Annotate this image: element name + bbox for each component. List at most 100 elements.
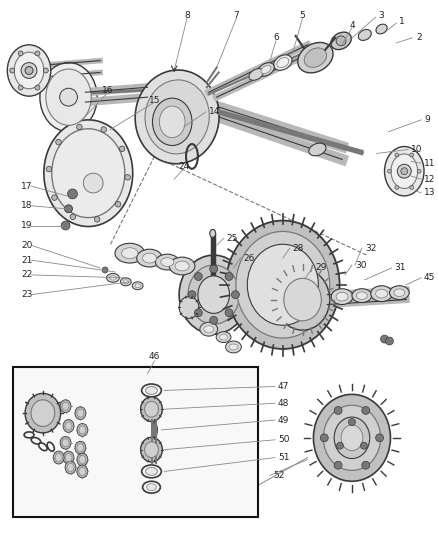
Circle shape bbox=[395, 185, 399, 189]
Text: 16: 16 bbox=[102, 86, 114, 95]
Ellipse shape bbox=[226, 341, 241, 353]
Circle shape bbox=[18, 51, 23, 56]
Ellipse shape bbox=[141, 438, 162, 462]
Ellipse shape bbox=[141, 397, 162, 422]
Circle shape bbox=[10, 68, 15, 73]
Circle shape bbox=[210, 265, 218, 273]
Circle shape bbox=[120, 146, 125, 151]
Ellipse shape bbox=[77, 453, 88, 466]
Ellipse shape bbox=[152, 423, 157, 438]
Text: 12: 12 bbox=[424, 175, 435, 183]
Ellipse shape bbox=[210, 230, 215, 237]
Circle shape bbox=[64, 205, 72, 213]
Circle shape bbox=[61, 221, 70, 230]
Circle shape bbox=[83, 173, 103, 193]
Ellipse shape bbox=[77, 444, 84, 451]
Ellipse shape bbox=[352, 289, 372, 303]
Ellipse shape bbox=[55, 454, 62, 462]
Circle shape bbox=[125, 174, 131, 180]
Text: 1: 1 bbox=[399, 17, 405, 26]
Ellipse shape bbox=[63, 419, 74, 432]
Ellipse shape bbox=[135, 284, 140, 288]
Circle shape bbox=[77, 124, 82, 130]
Circle shape bbox=[25, 67, 33, 75]
Text: 7: 7 bbox=[233, 11, 239, 20]
Circle shape bbox=[18, 85, 23, 90]
Ellipse shape bbox=[277, 58, 289, 68]
Circle shape bbox=[360, 442, 367, 449]
Text: 13: 13 bbox=[424, 189, 435, 197]
Text: 22: 22 bbox=[21, 270, 32, 279]
Ellipse shape bbox=[31, 400, 55, 426]
Ellipse shape bbox=[75, 407, 86, 419]
Circle shape bbox=[231, 290, 240, 298]
Circle shape bbox=[385, 337, 393, 345]
Circle shape bbox=[395, 153, 399, 157]
Ellipse shape bbox=[331, 32, 351, 50]
Circle shape bbox=[56, 139, 61, 145]
Text: 4: 4 bbox=[349, 21, 355, 29]
Ellipse shape bbox=[75, 441, 86, 454]
Text: 15: 15 bbox=[148, 95, 160, 104]
Text: 48: 48 bbox=[278, 399, 289, 408]
Circle shape bbox=[46, 166, 52, 172]
Ellipse shape bbox=[40, 62, 97, 132]
Circle shape bbox=[194, 309, 202, 317]
Ellipse shape bbox=[145, 467, 157, 475]
Text: 21: 21 bbox=[21, 256, 32, 264]
Circle shape bbox=[67, 189, 78, 199]
Circle shape bbox=[410, 185, 413, 189]
Ellipse shape bbox=[44, 120, 133, 227]
Ellipse shape bbox=[120, 278, 131, 286]
Ellipse shape bbox=[247, 244, 318, 325]
Text: 46: 46 bbox=[149, 352, 160, 361]
Circle shape bbox=[336, 36, 346, 46]
Circle shape bbox=[349, 418, 355, 425]
Circle shape bbox=[401, 168, 408, 175]
Ellipse shape bbox=[25, 393, 60, 433]
Ellipse shape bbox=[179, 255, 248, 334]
Text: 9: 9 bbox=[424, 115, 430, 124]
Text: 6: 6 bbox=[273, 34, 279, 43]
Ellipse shape bbox=[77, 409, 84, 417]
Ellipse shape bbox=[159, 106, 185, 138]
Circle shape bbox=[397, 164, 411, 178]
Circle shape bbox=[60, 88, 78, 106]
Ellipse shape bbox=[331, 289, 353, 304]
Ellipse shape bbox=[155, 254, 179, 270]
Ellipse shape bbox=[304, 48, 327, 67]
Ellipse shape bbox=[79, 456, 86, 464]
Circle shape bbox=[362, 461, 370, 469]
Text: 26: 26 bbox=[244, 254, 255, 263]
Ellipse shape bbox=[14, 52, 44, 89]
Ellipse shape bbox=[274, 55, 292, 70]
Ellipse shape bbox=[323, 405, 381, 471]
Circle shape bbox=[101, 127, 106, 132]
Ellipse shape bbox=[161, 258, 174, 266]
Ellipse shape bbox=[336, 292, 348, 301]
Text: 19: 19 bbox=[21, 221, 33, 230]
Ellipse shape bbox=[106, 273, 120, 282]
Ellipse shape bbox=[60, 400, 71, 413]
Ellipse shape bbox=[123, 280, 128, 284]
Ellipse shape bbox=[376, 24, 387, 34]
Ellipse shape bbox=[371, 286, 392, 302]
Ellipse shape bbox=[145, 401, 159, 417]
Text: 31: 31 bbox=[394, 263, 406, 272]
Ellipse shape bbox=[79, 426, 86, 434]
Text: 8: 8 bbox=[184, 11, 190, 20]
Ellipse shape bbox=[198, 276, 230, 313]
Ellipse shape bbox=[135, 70, 219, 164]
Circle shape bbox=[410, 153, 413, 157]
Ellipse shape bbox=[52, 129, 125, 217]
Ellipse shape bbox=[284, 278, 321, 321]
Text: 11: 11 bbox=[424, 159, 435, 168]
Ellipse shape bbox=[145, 442, 159, 457]
Circle shape bbox=[225, 272, 233, 280]
Ellipse shape bbox=[334, 417, 370, 458]
Ellipse shape bbox=[147, 484, 156, 491]
Circle shape bbox=[334, 461, 342, 469]
Ellipse shape bbox=[357, 292, 367, 300]
Circle shape bbox=[376, 434, 384, 442]
Text: 18: 18 bbox=[21, 201, 33, 211]
